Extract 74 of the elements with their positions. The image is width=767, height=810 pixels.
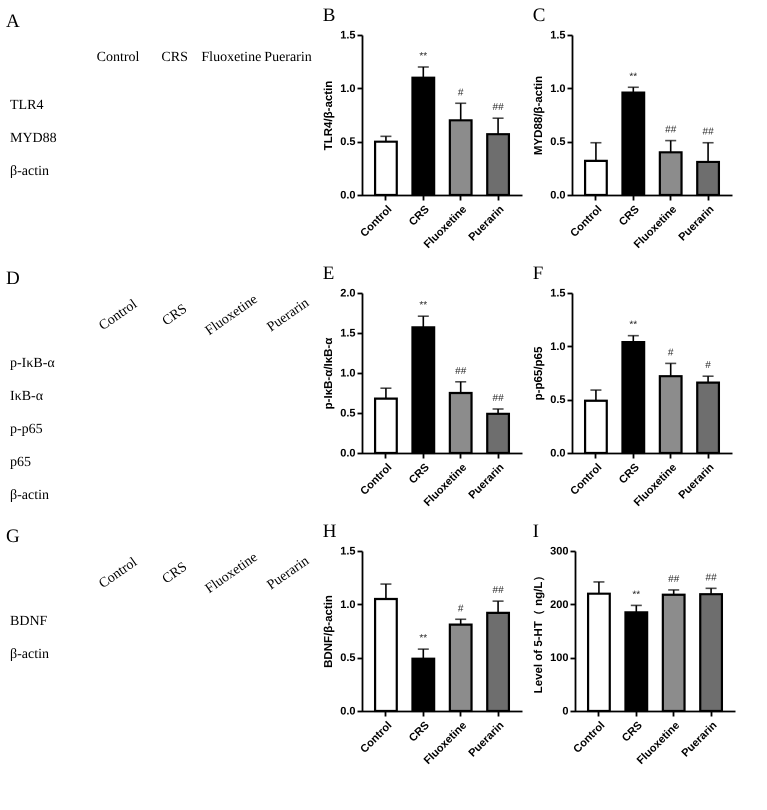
annotation: ** <box>419 51 428 62</box>
category-label: TLR4 <box>10 98 44 113</box>
y-tick-label: 300 <box>550 546 568 558</box>
annotation: ** <box>419 300 428 312</box>
category-label: β-actin <box>10 488 49 503</box>
y-tick-label: 1.0 <box>340 598 356 611</box>
chart-title: F <box>532 263 544 284</box>
chart-title: I <box>532 521 539 542</box>
category-label: BDNF <box>10 614 48 629</box>
y-tick-label: 0.0 <box>340 448 356 460</box>
annotation: ## <box>702 126 714 138</box>
text: A <box>6 11 20 32</box>
y-tick-label: 0.0 <box>550 190 566 202</box>
category-label: p-p65 <box>10 422 43 437</box>
category-label: Puerarin <box>264 50 312 65</box>
category-label: CRS <box>160 302 190 330</box>
text: G <box>6 526 20 548</box>
annotation: # <box>458 603 464 614</box>
category-label: Control <box>96 50 140 65</box>
y-tick-label: 0.5 <box>550 136 566 148</box>
y-tick-label: 1.5 <box>340 328 356 340</box>
y-tick-label: 1.0 <box>340 82 356 95</box>
category-label: β-actin <box>10 647 49 662</box>
y-tick-label: 0.5 <box>550 394 566 406</box>
y-tick-label: 1.5 <box>340 30 356 42</box>
chart-title: H <box>322 521 337 542</box>
annotation: ** <box>632 589 640 600</box>
annotation: # <box>458 87 464 98</box>
category-label: CRS <box>160 560 190 588</box>
annotation: ## <box>706 572 718 584</box>
category-label: p-IκB-α <box>10 356 55 371</box>
category-label: p65 <box>10 455 31 470</box>
annotation: ** <box>419 633 428 644</box>
annotation: # <box>705 360 712 372</box>
category-label: IκB-α <box>10 389 44 404</box>
annotation: ## <box>668 574 680 585</box>
y-axis-title: p-IκB-α/IκB-α <box>323 338 336 410</box>
y-tick-label: 1.5 <box>340 546 356 558</box>
y-axis-title: Level of 5-HT（ ng/L） <box>533 570 546 694</box>
y-axis-title: MYD88/β-actin <box>533 76 546 156</box>
y-tick-label: 2.0 <box>340 288 356 300</box>
y-tick-label: 1.0 <box>550 340 566 353</box>
y-tick-label: 0.5 <box>340 408 356 420</box>
category-label: CRS <box>161 50 188 65</box>
y-axis-title: BDNF/β-actin <box>323 595 336 668</box>
text: D <box>6 268 20 290</box>
chart-title: B <box>322 5 336 26</box>
y-axis-title: p-p65/p65 <box>533 346 546 400</box>
category-label: β-actin <box>10 164 49 179</box>
y-axis-title: TLR4/β-actin <box>323 80 336 150</box>
y-tick-label: 0.5 <box>340 136 356 148</box>
y-tick-label: 0.0 <box>340 706 356 718</box>
chart-title: C <box>532 5 546 26</box>
category-label: MYD88 <box>10 131 57 146</box>
y-tick-label: 1.0 <box>340 368 356 380</box>
y-tick-label: 0 <box>562 706 568 718</box>
annotation: # <box>668 347 674 358</box>
y-tick-label: 1.5 <box>550 288 566 300</box>
annotation: ** <box>629 320 638 331</box>
annotation: ## <box>492 102 504 114</box>
annotation: ## <box>665 124 677 136</box>
y-tick-label: 1.0 <box>550 82 566 95</box>
annotation: ## <box>455 366 467 377</box>
category-label: Fluoxetine <box>201 50 262 65</box>
annotation: ## <box>492 393 504 404</box>
y-tick-label: 100 <box>550 652 568 664</box>
annotation: ## <box>492 585 504 596</box>
chart-title: E <box>322 263 334 284</box>
y-tick-label: 200 <box>550 598 568 611</box>
annotation: ** <box>629 71 638 82</box>
y-tick-label: 0.0 <box>340 190 356 202</box>
y-tick-label: 0.5 <box>340 652 356 664</box>
y-tick-label: 0.0 <box>550 448 566 460</box>
y-tick-label: 1.5 <box>550 30 566 42</box>
